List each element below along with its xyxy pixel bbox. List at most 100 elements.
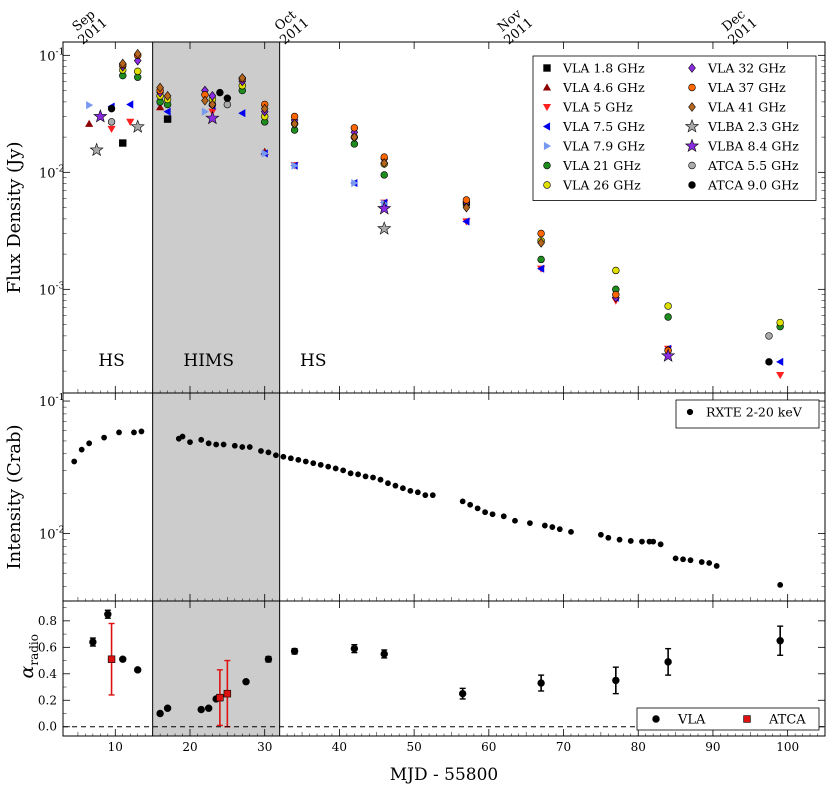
point-vla-7-5-ghz-10 — [537, 264, 545, 273]
state-label-0: HS — [98, 351, 124, 371]
point-vla-21-ghz-11 — [537, 255, 545, 264]
legend-flux-label-vla-1-8-ghz: VLA 1.8 GHz — [562, 61, 645, 76]
point-rxte-2-20-kev-33 — [377, 476, 384, 483]
point-rxte-2-20-kev-44 — [482, 509, 488, 516]
ylabel-alpha: αradio — [16, 634, 41, 678]
point-vla-41-ghz-7 — [260, 103, 269, 114]
point-rxte-2-20-kev-4 — [116, 429, 122, 436]
point-rxte-2-20-kev-2 — [86, 440, 93, 447]
legend-flux-marker-atca-5-5-ghz — [688, 161, 696, 170]
point-vla-41-ghz-10 — [380, 158, 389, 168]
point-rxte-2-20-kev-8 — [179, 433, 186, 440]
legend-layer: VLA 1.8 GHz VLA 4.6 GHz VLA 5 GHz VLA 7.5 G… — [532, 55, 820, 731]
ytick-label-alpha-0: 0.0 — [38, 720, 57, 734]
xtick-label-20: 20 — [182, 740, 197, 754]
ytick-label-flux-0: 10-3 — [39, 281, 65, 298]
point-vla-5-ghz-1 — [126, 118, 135, 126]
point-vla-41-ghz-11 — [462, 202, 471, 213]
xtick-label-50: 50 — [406, 740, 421, 754]
point-vlba-8-4-ghz-0 — [93, 109, 108, 123]
point-vla-2 — [119, 655, 127, 663]
point-rxte-2-20-kev-48 — [527, 520, 533, 526]
ylabel-xray: Intensity (Crab) — [4, 425, 25, 570]
ytick-label-alpha-3: 0.6 — [38, 640, 57, 654]
point-rxte-2-20-kev-53 — [597, 531, 604, 538]
point-vla-7-5-ghz-9 — [462, 217, 470, 226]
point-vla-41-ghz-0 — [118, 58, 127, 69]
point-vla-7-9-ghz-5 — [351, 178, 359, 188]
ytick-label-xray-0: 10-2 — [39, 526, 64, 543]
point-rxte-2-20-kev-46 — [500, 513, 507, 520]
point-rxte-2-20-kev-43 — [474, 505, 481, 512]
point-rxte-2-20-kev-14 — [231, 442, 238, 449]
legend-flux-label-vla-37-ghz: VLA 37 GHz — [707, 80, 786, 95]
point-atca-9-0-ghz-0 — [107, 104, 116, 113]
point-vla-15 — [537, 679, 545, 687]
point-rxte-2-20-kev-16 — [246, 444, 253, 450]
point-vla-7-5-ghz-2 — [163, 107, 171, 116]
point-vlba-2-3-ghz-2 — [377, 221, 392, 235]
point-rxte-2-20-kev-31 — [362, 473, 369, 480]
point-rxte-2-20-kev-38 — [414, 489, 421, 496]
point-atca-5-5-ghz-1 — [223, 100, 232, 109]
legend-flux-label-vla-7-5-ghz: VLA 7.5 GHz — [562, 119, 645, 134]
point-vla-14 — [458, 689, 467, 698]
point-atca-2 — [223, 689, 232, 698]
xtick-label-30: 30 — [257, 740, 272, 754]
legend-flux-marker-vla-26-ghz — [543, 181, 551, 189]
point-vla-5-ghz-9 — [776, 372, 785, 380]
point-vla-5-ghz-0 — [107, 125, 116, 133]
legend-alpha-label-vla: VLA — [677, 713, 706, 728]
point-rxte-2-20-kev-35 — [392, 482, 399, 489]
legend-flux-label-vla-21-ghz: VLA 21 GHz — [562, 158, 641, 173]
ytick-label-xray-1: 10-1 — [39, 393, 64, 410]
point-vla-7-9-ghz-0 — [86, 101, 94, 110]
legend-flux-label-vla-32-ghz: VLA 32 GHz — [707, 61, 786, 76]
legend-flux-label-vla-26-ghz: VLA 26 GHz — [562, 178, 641, 193]
point-rxte-2-20-kev-11 — [205, 440, 212, 447]
legend-flux: VLA 1.8 GHz VLA 4.6 GHz VLA 5 GHz VLA 7.5 G… — [532, 55, 817, 201]
series-vlba-2-3-ghz — [89, 119, 392, 235]
legend-flux-marker-vla-4-6-ghz — [542, 83, 552, 91]
legend-xray-label-rxte-2-20-kev: RXTE 2-20 keV — [706, 405, 803, 420]
point-rxte-2-20-kev-55 — [616, 536, 623, 543]
point-vla-26-ghz-1 — [134, 67, 142, 76]
point-vla-26-ghz-12 — [612, 266, 620, 275]
point-vla-5 — [163, 704, 172, 712]
point-vla-1 — [104, 610, 112, 618]
point-vla-13 — [380, 650, 388, 658]
ytick-label-flux-2: 10-1 — [39, 47, 64, 64]
legend-flux-marker-vla-37-ghz — [688, 83, 696, 92]
point-vla-1-8-ghz-1 — [163, 115, 172, 123]
point-rxte-2-20-kev-37 — [407, 487, 414, 494]
legend-flux-label-vla-5-ghz: VLA 5 GHz — [562, 100, 633, 115]
series-atca-9-0-ghz — [107, 88, 773, 366]
legend-flux-marker-vla-1-8-ghz — [543, 64, 551, 72]
point-rxte-2-20-kev-39 — [422, 492, 429, 499]
point-vlba-2-3-ghz-0 — [89, 142, 104, 157]
point-vla-7-5-ghz-4 — [238, 109, 246, 118]
xtick-label-10: 10 — [108, 740, 123, 754]
point-vla-37-ghz-11 — [612, 290, 620, 299]
series-vla — [89, 609, 784, 718]
point-rxte-2-20-kev-10 — [198, 436, 205, 443]
legend-flux-marker-vla-41-ghz — [688, 102, 696, 112]
legend-flux-label-atca-9-0-ghz: ATCA 9.0 GHz — [707, 178, 799, 193]
xtick-label-90: 90 — [705, 740, 720, 754]
point-rxte-2-20-kev-65 — [706, 560, 713, 566]
shaded-region-alpha — [152, 600, 281, 737]
point-vla-11 — [290, 647, 299, 655]
state-label-2: HS — [300, 351, 326, 371]
legend-flux-label-atca-5-5-ghz: ATCA 5.5 GHz — [707, 158, 799, 173]
point-rxte-2-20-kev-24 — [310, 460, 317, 467]
point-vla-41-ghz-1 — [133, 48, 142, 59]
point-vla-37-ghz-9 — [462, 196, 471, 204]
legend-flux-box — [532, 55, 817, 201]
shaded-region-flux — [152, 41, 281, 394]
legend-flux-marker-vla-5-ghz — [542, 103, 552, 112]
panel-xray-data — [71, 428, 784, 588]
ytick-label-alpha-2: 0.4 — [38, 667, 57, 681]
series-atca-5-5-ghz — [107, 100, 773, 340]
point-rxte-2-20-kev-60 — [657, 541, 664, 548]
legend-alpha-marker-atca — [743, 715, 751, 723]
